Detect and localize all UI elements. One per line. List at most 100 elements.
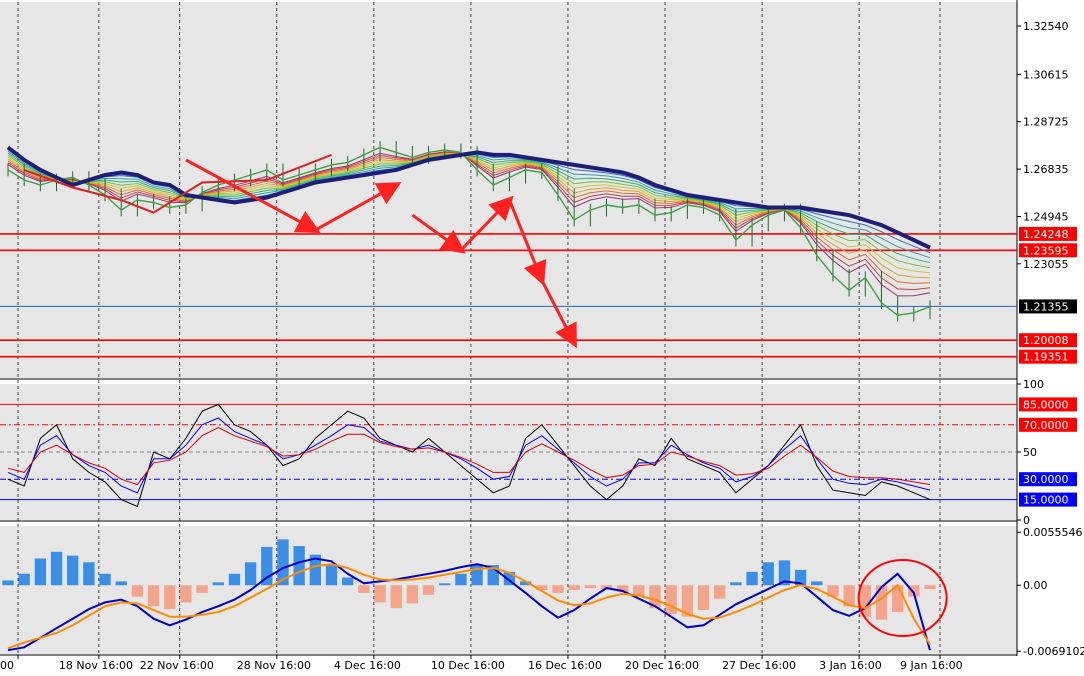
histogram-bar xyxy=(164,585,176,610)
y-tick-label: 1.30615 xyxy=(1023,68,1069,81)
signal-line xyxy=(7,557,931,652)
histogram-bar xyxy=(762,562,774,586)
histogram-bar xyxy=(131,585,144,597)
level-tag xyxy=(1019,226,1077,241)
histogram-bar xyxy=(325,565,338,586)
price-line xyxy=(7,146,931,317)
level-tag xyxy=(1019,417,1077,432)
histogram-bar xyxy=(390,585,402,609)
trend-arrow xyxy=(508,199,547,286)
histogram-bar xyxy=(244,562,257,586)
x-tick-label: 10 Dec 16:00 xyxy=(431,659,505,672)
histogram-bar xyxy=(471,564,483,586)
x-tick-label: 22 Nov 16:00 xyxy=(140,659,214,672)
oscillator-line xyxy=(7,426,931,486)
histogram-bar xyxy=(536,585,548,590)
histogram-bar xyxy=(358,585,370,593)
histogram-bar xyxy=(487,565,499,586)
histogram-bar xyxy=(277,539,289,586)
zigzag-pattern xyxy=(23,153,332,214)
histogram-bar xyxy=(633,585,645,597)
highlight-ellipse xyxy=(857,559,948,637)
level-tag xyxy=(1019,299,1077,314)
x-tick-label: 3 Jan 16:00 xyxy=(819,659,882,672)
histogram-bar xyxy=(778,560,791,586)
level-tag xyxy=(1019,333,1077,348)
histogram-bar xyxy=(83,562,95,586)
panel-background xyxy=(0,2,1017,378)
histogram-bar xyxy=(147,585,160,607)
y-tick-label: 0 xyxy=(1023,514,1030,527)
histogram-bar xyxy=(180,585,192,603)
level-tag-label: 1.20008 xyxy=(1023,334,1069,347)
histogram-bar xyxy=(875,585,888,620)
oscillator-line xyxy=(7,403,931,508)
histogram-bar xyxy=(697,585,710,611)
histogram-bar xyxy=(67,555,79,586)
y-tick-label: -0.0069102 xyxy=(1023,645,1084,658)
y-tick-label: 1.24945 xyxy=(1023,210,1069,223)
level-tag-label: 30.0000 xyxy=(1023,473,1069,486)
histogram-bar xyxy=(309,554,321,586)
trend-arrow xyxy=(540,279,577,349)
y-tick-label: 1.23055 xyxy=(1023,258,1069,271)
trend-arrow xyxy=(314,182,402,232)
histogram-bar xyxy=(681,585,694,617)
histogram-bar xyxy=(924,585,936,590)
level-tag-label: 1.21355 xyxy=(1023,300,1069,313)
histogram-bar xyxy=(794,569,807,586)
histogram-bar xyxy=(568,585,580,590)
histogram-bar xyxy=(649,585,661,609)
histogram-bar xyxy=(115,581,127,586)
histogram-bar xyxy=(18,573,30,586)
level-tag-label: 15.0000 xyxy=(1023,494,1069,507)
histogram-bar xyxy=(455,573,467,586)
level-tag xyxy=(1019,397,1077,412)
histogram-bar xyxy=(617,585,629,592)
histogram-bar xyxy=(552,585,564,593)
histogram-bar xyxy=(293,546,305,586)
histogram-bar xyxy=(746,571,758,586)
level-tag-label: 70.0000 xyxy=(1023,419,1069,432)
level-tag xyxy=(1019,492,1077,507)
histogram-bar xyxy=(503,571,516,586)
histogram-bar xyxy=(714,585,726,599)
y-tick-label: 50 xyxy=(1023,446,1037,459)
histogram-bar xyxy=(811,581,823,586)
histogram-bar xyxy=(34,558,47,586)
level-tag-label: 1.23595 xyxy=(1023,244,1069,257)
histogram-bar xyxy=(2,580,14,586)
x-tick-label: 18 Nov 16:00 xyxy=(59,659,133,672)
histogram-bar xyxy=(422,585,435,595)
x-tick-label: 4 Dec 16:00 xyxy=(334,659,401,672)
y-tick-label: 100 xyxy=(1023,378,1044,391)
histogram-bar xyxy=(665,585,677,614)
histogram-bar xyxy=(827,585,839,597)
histogram-bar xyxy=(730,582,742,586)
x-tick-label: 00 xyxy=(0,659,14,672)
y-tick-label: 0.00 xyxy=(1023,579,1048,592)
slow-moving-average xyxy=(6,145,931,250)
level-tag xyxy=(1019,243,1077,258)
trend-arrow xyxy=(411,213,466,254)
x-tick-label: 9 Jan 16:00 xyxy=(900,659,963,672)
y-tick-label: 1.26835 xyxy=(1023,163,1069,176)
level-tag-label: 85.0000 xyxy=(1023,398,1069,411)
level-tag-label: 1.24248 xyxy=(1023,228,1069,241)
histogram-bar xyxy=(50,551,63,586)
trend-arrow xyxy=(185,158,321,233)
histogram-bar xyxy=(99,573,111,586)
y-tick-label: 1.28725 xyxy=(1023,116,1069,129)
histogram-bar xyxy=(212,582,224,586)
histogram-bar xyxy=(374,585,386,603)
histogram-bar xyxy=(891,585,904,612)
histogram-bar xyxy=(439,583,451,586)
histogram-bar xyxy=(406,585,419,604)
trend-arrow xyxy=(459,195,514,252)
x-tick-label: 20 Dec 16:00 xyxy=(625,659,699,672)
level-tag xyxy=(1019,349,1077,364)
histogram-bar xyxy=(843,585,855,607)
level-tag xyxy=(1019,472,1077,487)
